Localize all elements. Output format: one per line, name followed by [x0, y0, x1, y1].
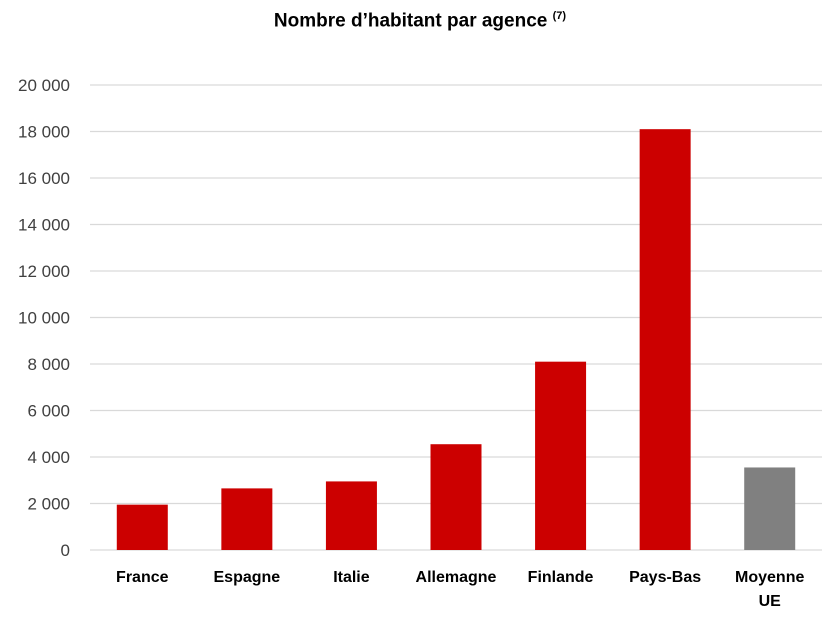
x-tick-label: Finlande: [528, 569, 594, 586]
x-tick-label: Espagne: [214, 569, 281, 586]
bar: [430, 444, 482, 550]
bar: [535, 361, 587, 550]
y-tick-label: 12 000: [18, 262, 70, 281]
y-tick-label: 18 000: [18, 123, 70, 142]
y-tick-label: 4 000: [27, 448, 70, 467]
bar: [639, 129, 691, 551]
chart-title-text: Nombre d’habitant par agence: [273, 10, 548, 32]
bar: [744, 467, 796, 550]
bar: [221, 488, 273, 550]
chart-title-footnote: (7): [552, 10, 567, 22]
y-tick-label: 2 000: [27, 495, 70, 514]
chart-title: Nombre d’habitant par agence (7): [0, 10, 840, 32]
y-tick-label: 6 000: [27, 402, 70, 421]
y-tick-label: 14 000: [18, 216, 70, 235]
bar: [325, 481, 377, 550]
y-tick-label: 20 000: [18, 76, 70, 95]
y-tick-label: 8 000: [27, 355, 70, 374]
x-tick-label: UE: [759, 593, 782, 610]
bar: [116, 504, 168, 550]
y-tick-label: 10 000: [18, 309, 70, 328]
x-tick-label: Allemagne: [416, 569, 497, 586]
y-tick-label: 0: [61, 541, 70, 560]
x-tick-label: Italie: [333, 569, 370, 586]
x-tick-label: Pays-Bas: [629, 569, 701, 586]
x-tick-label: Moyenne: [735, 569, 804, 586]
y-tick-label: 16 000: [18, 169, 70, 188]
x-tick-label: France: [116, 569, 169, 586]
